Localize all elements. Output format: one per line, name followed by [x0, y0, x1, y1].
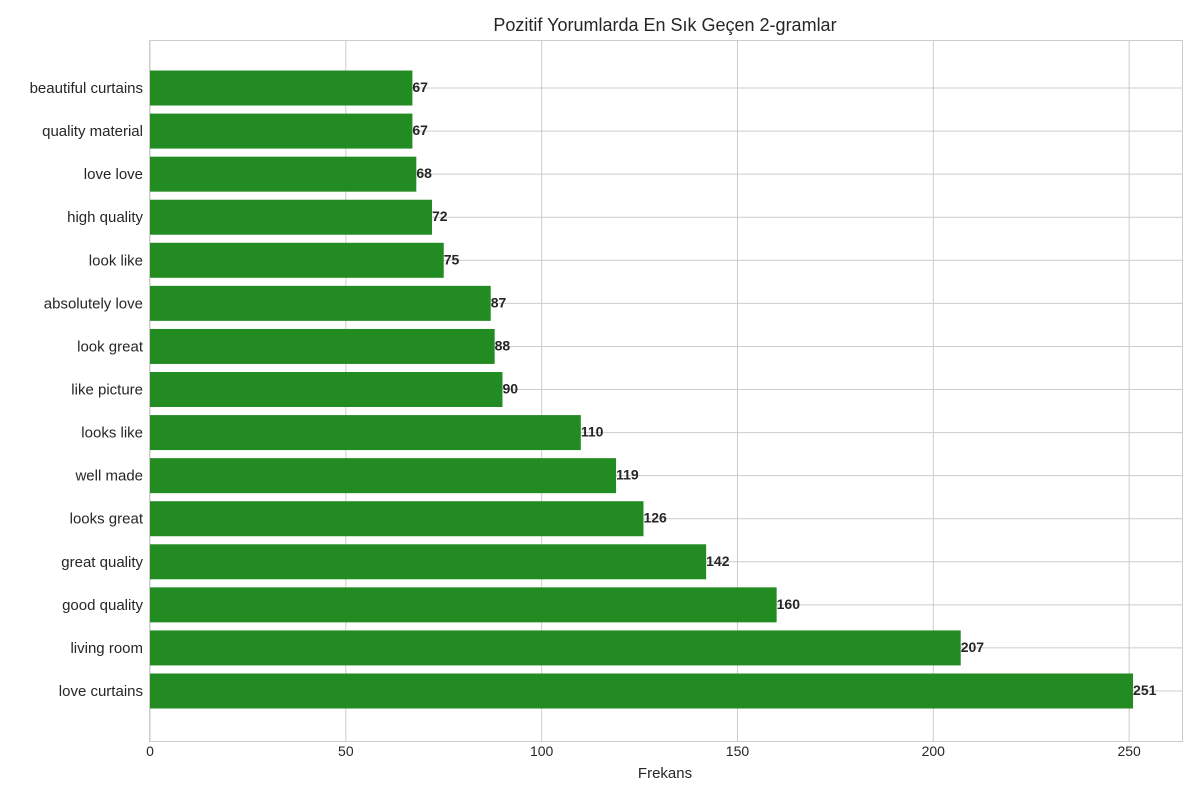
bar [150, 199, 432, 235]
x-tick-label: 200 [922, 743, 946, 759]
y-tick-label: look great [77, 338, 144, 355]
y-tick-label: looks like [81, 425, 143, 442]
y-tick-label: great quality [61, 554, 143, 571]
bar [150, 113, 413, 149]
bar [150, 544, 707, 580]
x-tick-label: 0 [146, 743, 154, 759]
data-label: 68 [416, 165, 432, 181]
y-tick-label: good quality [62, 597, 143, 614]
x-tick-label: 100 [530, 743, 554, 759]
data-label: 72 [432, 208, 448, 224]
data-label: 90 [502, 381, 518, 397]
data-label: 67 [412, 79, 428, 95]
y-tick-label: absolutely love [44, 295, 143, 312]
bar [150, 285, 491, 321]
x-tick-label: 150 [726, 743, 750, 759]
data-label: 160 [777, 596, 801, 612]
y-tick-label: high quality [67, 209, 143, 226]
bar [150, 328, 495, 364]
bar [150, 242, 444, 278]
bar [150, 630, 961, 666]
y-tick-label: living room [70, 640, 143, 657]
y-tick-label: beautiful curtains [30, 80, 143, 97]
x-axis-label: Frekans [638, 765, 692, 782]
data-label: 126 [643, 510, 667, 526]
y-tick-label: looks great [70, 511, 144, 528]
data-label: 251 [1133, 682, 1157, 698]
bar [150, 415, 581, 451]
data-label: 119 [616, 467, 639, 483]
bar [150, 587, 777, 623]
bar [150, 458, 617, 494]
data-label: 75 [444, 251, 460, 267]
bar [150, 673, 1134, 709]
y-tick-label: love curtains [59, 683, 143, 700]
x-tick-label: 50 [338, 743, 354, 759]
y-tick-label: quality material [42, 123, 143, 140]
data-label: 87 [491, 294, 507, 310]
data-label: 67 [412, 122, 428, 138]
bar [150, 156, 417, 192]
x-tick-label: 250 [1117, 743, 1141, 759]
data-labels: 251 207 160 142 126 119 110 90 88 87 75 72 68 67 67 [412, 79, 1156, 698]
y-tick-label: look like [89, 252, 143, 269]
bar [150, 70, 413, 106]
y-tick-label: like picture [71, 382, 143, 399]
data-label: 88 [495, 337, 511, 353]
y-tick-label: love love [84, 166, 143, 183]
chart-title: Pozitif Yorumlarda En Sık Geçen 2-gramla… [493, 15, 836, 35]
x-axis-ticks: 0 50 100 150 200 250 [146, 743, 1141, 759]
y-tick-label: well made [74, 468, 143, 485]
data-label: 142 [706, 553, 730, 569]
y-axis-ticks: love curtains living room good quality grea… [30, 80, 144, 700]
data-label: 207 [961, 639, 985, 655]
bar [150, 501, 644, 537]
plot-frame [149, 40, 1183, 742]
bar [150, 372, 503, 408]
data-label: 110 [581, 424, 604, 440]
bars [150, 70, 1134, 709]
